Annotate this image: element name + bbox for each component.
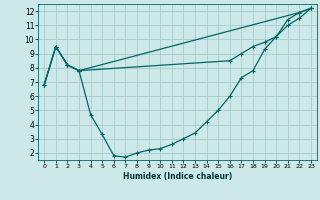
X-axis label: Humidex (Indice chaleur): Humidex (Indice chaleur): [123, 172, 232, 181]
